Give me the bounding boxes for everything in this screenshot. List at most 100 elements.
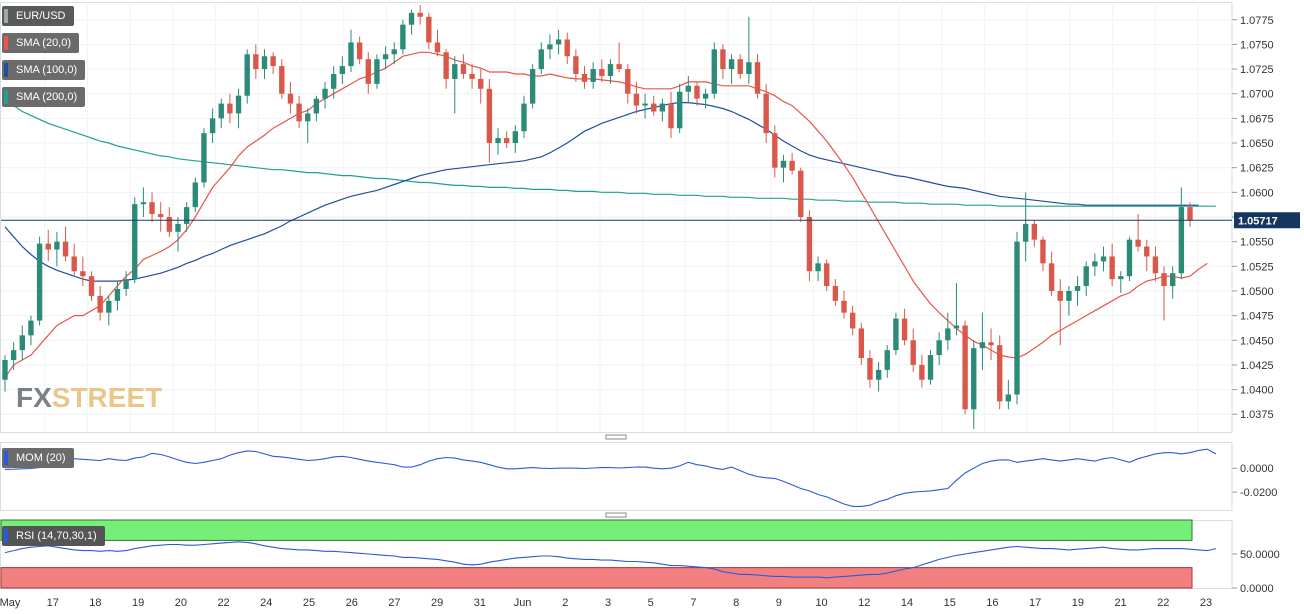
candle-body (486, 88, 493, 144)
candle-body (1126, 239, 1133, 277)
candle-body (305, 113, 311, 122)
candle-body (365, 59, 371, 84)
candle-body (322, 88, 328, 99)
price-tick-label: 1.0750 (1240, 39, 1274, 51)
price-tick-label: 1.0425 (1240, 360, 1274, 372)
candle-body (166, 217, 173, 232)
candle-body (927, 355, 934, 380)
price-tick-label: 1.0650 (1240, 138, 1274, 150)
time-tick-label: 15 (944, 597, 956, 609)
time-tick-label: 17 (1029, 597, 1041, 609)
candle-body (503, 138, 510, 144)
price-tick-label: 1.0675 (1240, 113, 1274, 125)
mom-tick-label: -0.0200 (1240, 487, 1277, 499)
candle-body (642, 103, 648, 106)
symbol-swatch (4, 9, 8, 23)
time-tick-label: Jun (514, 597, 532, 609)
candle-body (893, 318, 899, 351)
candle-body (1118, 276, 1124, 280)
candle-body (1092, 261, 1098, 267)
candle-body (607, 64, 614, 76)
candle-body (824, 263, 830, 287)
candle-body (590, 69, 596, 82)
candle-body (962, 325, 968, 410)
time-tick-label: 2 (562, 597, 568, 609)
candle-body (867, 358, 873, 380)
candle-body (140, 202, 147, 205)
time-tick-label: 22 (1157, 597, 1169, 609)
candle-body (45, 243, 51, 250)
candle-body (754, 62, 761, 94)
candle-body (616, 64, 622, 70)
candle-body (114, 288, 121, 301)
candle-body (711, 49, 717, 94)
rsi-legend-label: RSI (14,70,30,1) (16, 530, 97, 542)
candle-body (97, 295, 103, 313)
candle-body (1014, 241, 1020, 395)
candle-body (235, 95, 242, 114)
mom-legend-tag: MOM (20) (2, 448, 74, 468)
mom-line (4, 448, 1217, 507)
time-tick-label: 8 (733, 597, 739, 609)
candle-body (391, 49, 397, 55)
candle-body (408, 12, 415, 25)
candle-body (512, 131, 519, 144)
time-tick-label: 3 (605, 597, 611, 609)
candle-body (728, 59, 735, 70)
candle-body (88, 276, 95, 296)
current-price-label: 1.05717 (1238, 215, 1278, 227)
time-tick-label: 14 (901, 597, 913, 609)
candle-body (945, 328, 951, 341)
price-tick-label: 1.0525 (1240, 261, 1274, 273)
candle-body (443, 52, 449, 79)
rsi-tick-label: 0.0000 (1240, 583, 1274, 595)
candle-body (1170, 273, 1176, 287)
candle-body (296, 103, 302, 122)
candle-body (746, 62, 752, 74)
candle-body (1083, 266, 1089, 287)
candle-body (953, 325, 960, 329)
candle-body (737, 59, 743, 74)
candle-body (201, 133, 207, 183)
candle-body (858, 328, 864, 359)
candle-body (599, 69, 605, 76)
candle-body (1144, 246, 1150, 257)
time-tick-label: 20 (175, 597, 187, 609)
candle-body (806, 217, 813, 272)
candle-body (348, 42, 354, 67)
candle-body (434, 42, 441, 53)
candle-body (720, 49, 726, 70)
mom-swatch (4, 451, 8, 465)
price-tick-label: 1.0625 (1240, 163, 1274, 175)
candle-body (209, 118, 216, 134)
time-tick-label: 9 (776, 597, 782, 609)
candle-body (28, 320, 34, 336)
candle-body (1187, 207, 1193, 220)
candle-body (270, 56, 276, 67)
sma100-line (4, 101, 1199, 282)
time-tick-label: 26 (346, 597, 358, 609)
time-tick-label: 21 (1114, 597, 1126, 609)
rsi-swatch (4, 529, 8, 543)
candle-body (780, 160, 787, 168)
time-tick-label: 19 (1072, 597, 1084, 609)
candle-body (988, 342, 994, 346)
candle-body (452, 64, 458, 79)
sma200-legend-label: SMA (200,0) (16, 91, 78, 103)
candle-body (495, 138, 501, 144)
candle-body (651, 103, 657, 112)
candle-body (573, 56, 579, 74)
candle-body (478, 78, 484, 89)
candle-body (123, 279, 129, 289)
time-tick-label: 22 (217, 597, 229, 609)
time-tick-label: 17 (47, 597, 59, 609)
candle-body (183, 207, 190, 224)
candle-body (694, 85, 700, 99)
time-tick-label: 24 (260, 597, 272, 609)
time-tick-label: 7 (690, 597, 696, 609)
symbol-label: EUR/USD (16, 10, 66, 22)
candle-body (356, 42, 363, 60)
rsi-tick-label: 50.0000 (1240, 549, 1280, 561)
candle-body (901, 318, 908, 341)
